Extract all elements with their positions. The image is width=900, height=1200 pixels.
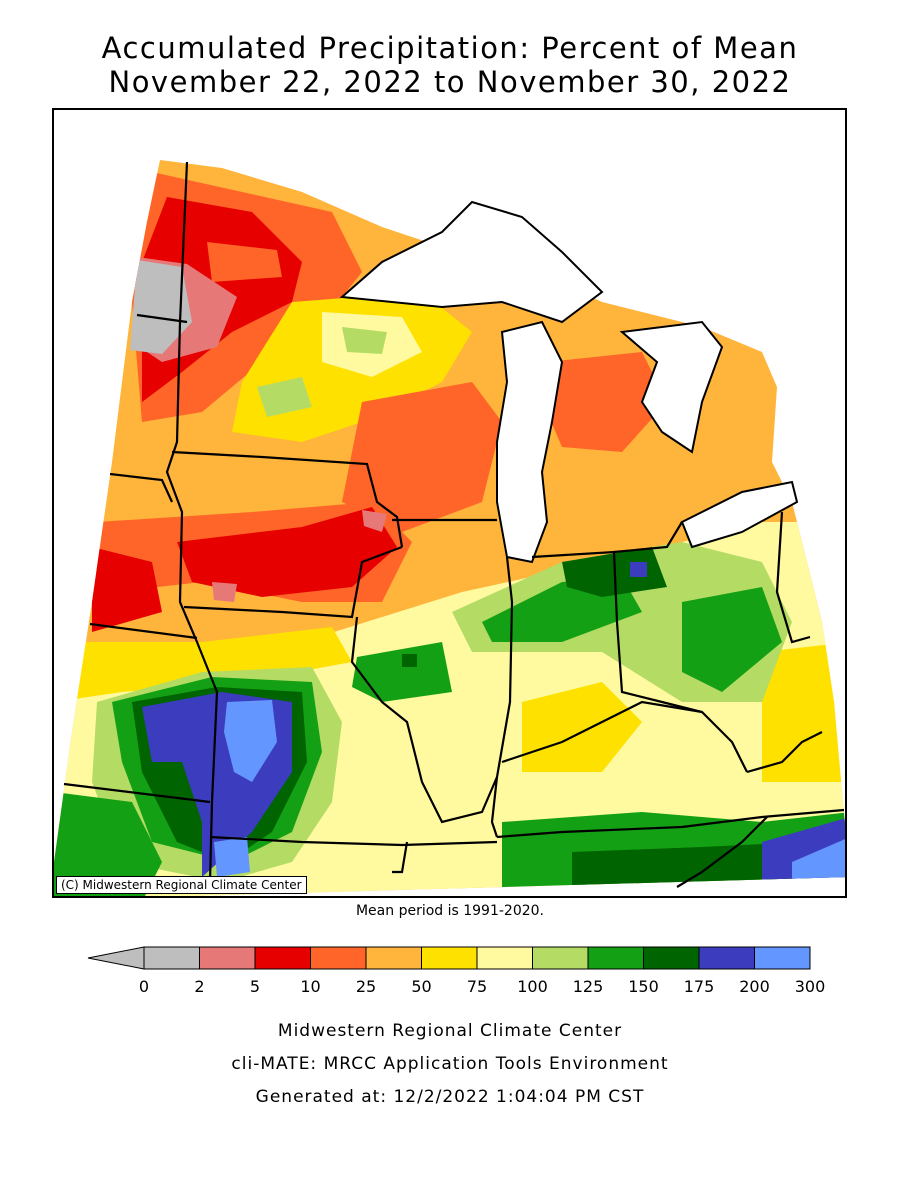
border-ky-north <box>501 700 703 764</box>
legend-color-box <box>698 946 755 970</box>
field-green-oh <box>682 587 782 692</box>
legend-color-box <box>365 946 422 970</box>
border-pa-oh <box>775 511 811 644</box>
border-ia-south <box>183 545 403 619</box>
legend-color-box <box>643 946 700 970</box>
field-light-blue-mo-2 <box>214 837 250 877</box>
legend-color-box <box>476 946 533 970</box>
great-lakes <box>339 200 799 564</box>
field-green-il <box>352 642 452 702</box>
border-ia-north <box>171 450 404 548</box>
border-oh-mi <box>613 521 683 554</box>
legend-tick-label: 175 <box>684 977 715 996</box>
footer-generated-time: Generated at: 12/2/2022 1:04:04 PM CST <box>255 1087 645 1107</box>
field-gray-nw <box>130 260 192 354</box>
footer-organization: Midwestern Regional Climate Center <box>277 1021 623 1041</box>
lake-huron <box>619 320 724 454</box>
legend-color-box <box>754 946 811 970</box>
border-ne-ks <box>89 622 198 640</box>
field-orange-red-mi <box>547 352 667 452</box>
border-mo-bootheel <box>392 841 409 874</box>
field-yellow-mo <box>54 627 352 702</box>
legend-color-box <box>587 946 644 970</box>
legend-color-boxes <box>143 946 811 970</box>
copyright-notice: (C) Midwestern Regional Climate Center <box>56 876 307 894</box>
map-title-line-2: November 22, 2022 to November 30, 2022 <box>108 65 792 99</box>
border-wv-va <box>746 731 823 774</box>
border-western <box>165 161 219 883</box>
map-title-line-1: Accumulated Precipitation: Percent of Me… <box>101 31 799 65</box>
border-nd-sd <box>136 313 188 324</box>
field-orange-red-wi <box>342 382 502 532</box>
border-ks-ok <box>63 782 211 804</box>
border-ky-tn <box>496 808 845 839</box>
border-il-west <box>350 616 499 824</box>
field-red-ne <box>92 547 162 632</box>
field-dark-green-il <box>402 654 417 667</box>
legend-color-box <box>254 946 311 970</box>
legend-tick-label: 300 <box>795 977 825 996</box>
map-canvas <box>54 160 845 896</box>
field-pink-ia <box>362 510 387 532</box>
field-blue-oh <box>630 562 647 577</box>
field-pink-ia-2 <box>212 582 237 602</box>
border-il-in <box>490 556 514 838</box>
legend-under-arrow <box>87 946 145 970</box>
field-yellow-wv <box>762 642 845 782</box>
lake-superior <box>339 200 604 324</box>
color-legend: 0 2 5 10 25 50 75 100 125 150 175 200 300 <box>87 946 825 996</box>
legend-tick-label: 125 <box>573 977 604 996</box>
field-orange-red-nw-inner <box>207 242 282 282</box>
legend-tick-label: 75 <box>467 977 487 996</box>
legend-tick-label: 25 <box>356 977 376 996</box>
field-green-ks <box>54 792 162 896</box>
precipitation-map: (C) Midwestern Regional Climate Center <box>52 108 847 898</box>
lake-erie <box>680 480 799 549</box>
border-va-tn <box>676 816 768 888</box>
field-red-ia <box>177 507 397 597</box>
field-yellow-ky <box>522 682 642 772</box>
legend-tick-labels: 0 2 5 10 25 50 75 100 125 150 175 200 300 <box>139 977 825 996</box>
field-green-mn <box>257 377 312 417</box>
legend-tick-label: 5 <box>250 977 260 996</box>
field-light-blue-mo <box>224 700 277 782</box>
border-in-oh <box>531 550 748 773</box>
legend-color-box <box>532 946 589 970</box>
legend-tick-label: 200 <box>739 977 770 996</box>
legend-tick-label: 0 <box>139 977 149 996</box>
border-mo-ar <box>209 835 498 847</box>
legend-tick-label: 10 <box>300 977 320 996</box>
legend-color-box <box>143 946 200 970</box>
legend-tick-label: 50 <box>411 977 431 996</box>
legend-tick-label: 100 <box>517 977 548 996</box>
field-green-wi <box>342 327 387 354</box>
legend-color-box <box>421 946 478 970</box>
legend-tick-label: 2 <box>194 977 204 996</box>
footer-tool-name: cli-MATE: MRCC Application Tools Environ… <box>231 1054 669 1074</box>
border-sd-ne <box>109 472 174 503</box>
legend-color-box <box>199 946 256 970</box>
lake-michigan <box>496 320 564 564</box>
legend-tick-label: 150 <box>628 977 659 996</box>
state-boundaries <box>63 161 845 888</box>
mean-period-note: Mean period is 1991-2020. <box>355 903 545 919</box>
legend-color-box <box>310 946 367 970</box>
